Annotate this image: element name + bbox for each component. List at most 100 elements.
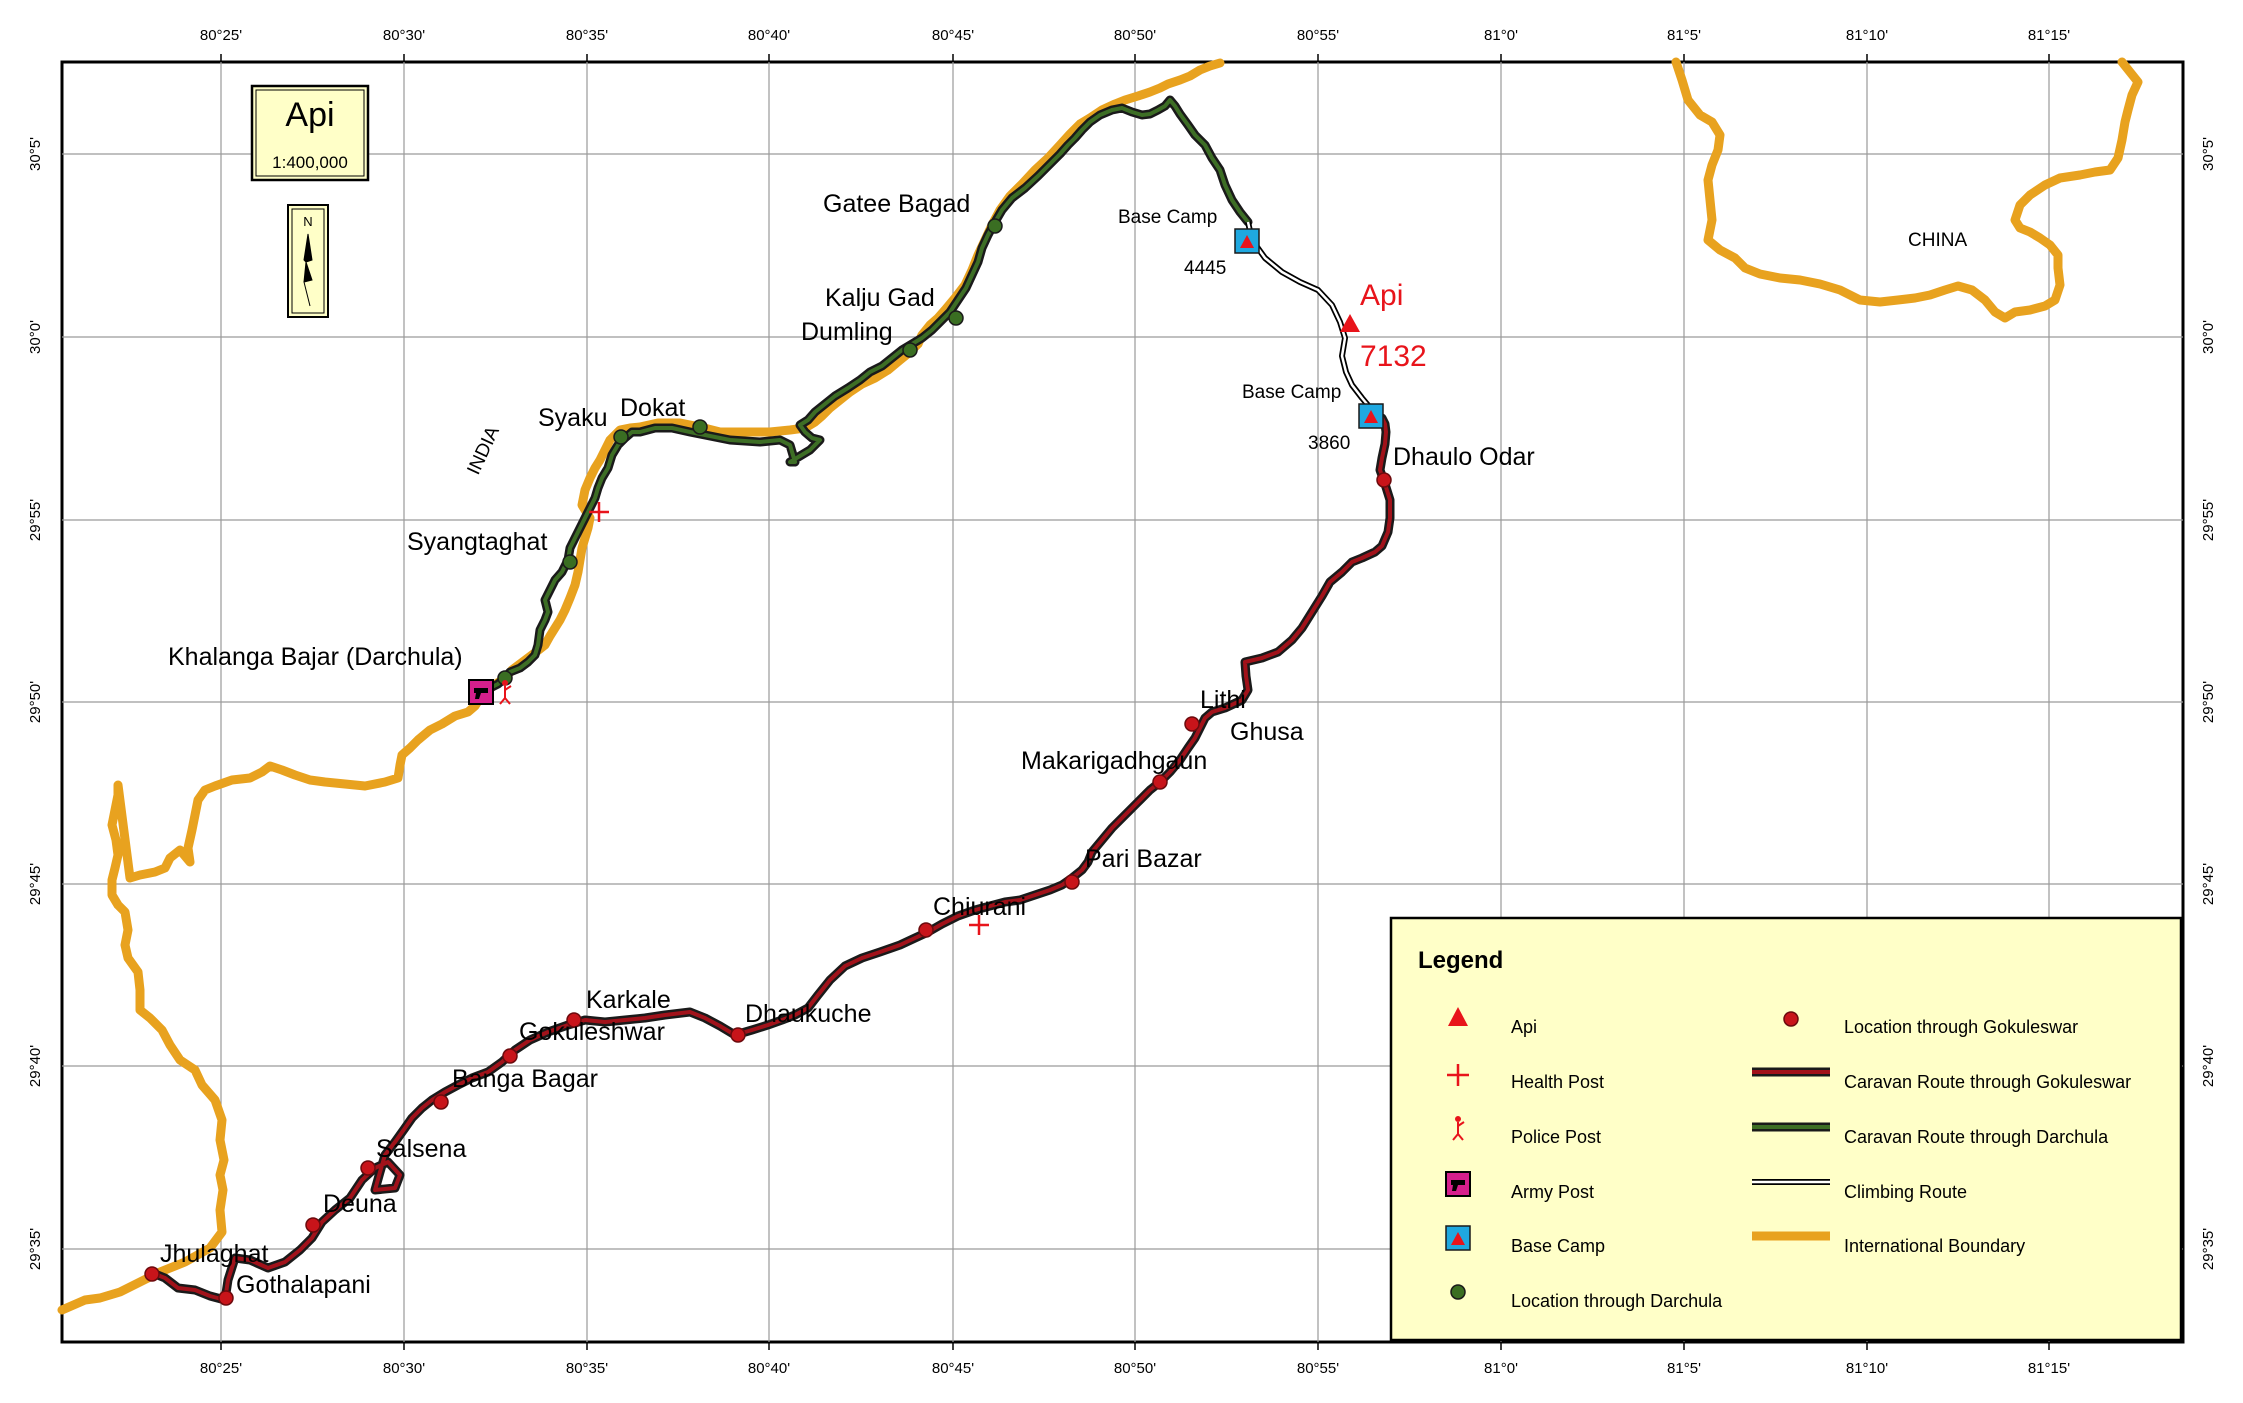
triangle-icon	[1448, 1007, 1468, 1026]
north-arrow: N	[287, 204, 329, 318]
base-camp-2	[1358, 403, 1384, 429]
lon-label: 81°15'	[2028, 27, 2070, 44]
latitude-labels-left: 30°5' 30°0' 29°55' 29°50' 29°45' 29°40' …	[27, 137, 44, 1270]
army-icon	[1445, 1171, 1471, 1197]
cross-icon	[1447, 1064, 1469, 1086]
lon-label: 80°35'	[566, 1360, 608, 1377]
lon-label: 80°25'	[200, 1360, 242, 1377]
red-dot-icon	[1376, 472, 1392, 488]
longitude-labels-bottom: 80°25' 80°30' 80°35' 80°40' 80°45' 80°50…	[200, 1360, 2070, 1377]
police-icon	[1452, 1116, 1465, 1141]
camp-icon	[1445, 1225, 1471, 1251]
place-label: Banga Bagar	[452, 1065, 598, 1093]
legend-item-label: Api	[1511, 1017, 1537, 1037]
red-dot-icon	[730, 1027, 746, 1043]
lat-label: 29°35'	[2200, 1228, 2217, 1270]
cross-icon	[589, 502, 609, 522]
place-label: Salsena	[376, 1135, 466, 1163]
lon-label: 81°5'	[1667, 1360, 1701, 1377]
place-label: Pari Bazar	[1085, 845, 1202, 873]
place-labels: Gatee Bagad Kalju Gad Dumling Syaku Doka…	[160, 190, 1535, 1299]
lon-label: 80°30'	[383, 27, 425, 44]
green-dot-icon	[1450, 1284, 1466, 1300]
legend-item-label: Health Post	[1511, 1072, 1604, 1092]
lon-label: 81°0'	[1484, 27, 1518, 44]
legend-item-label: Caravan Route through Darchula	[1844, 1127, 2109, 1147]
red-dot-icon	[1783, 1011, 1799, 1027]
base-camp-1	[1234, 228, 1260, 254]
red-dot-icon	[1152, 774, 1168, 790]
place-label: Kalju Gad	[825, 284, 935, 312]
green-dot-icon	[692, 419, 708, 435]
red-dot-icon	[566, 1012, 582, 1028]
place-label: Gothalapani	[236, 1271, 371, 1299]
lon-label: 80°25'	[200, 27, 242, 44]
place-label: Dhaulo Odar	[1393, 443, 1535, 471]
lat-label: 29°55'	[2200, 499, 2217, 541]
lat-label: 30°5'	[2200, 137, 2217, 171]
red-dot-icon	[1184, 716, 1200, 732]
red-dot-icon	[305, 1217, 321, 1233]
lon-label: 80°55'	[1297, 1360, 1339, 1377]
lat-label: 29°40'	[27, 1045, 44, 1087]
map-title: Api	[285, 96, 334, 134]
lat-label: 29°35'	[27, 1228, 44, 1270]
place-label: Makarigadhgaun	[1021, 747, 1207, 775]
legend-item-label: Location through Gokuleswar	[1844, 1017, 2078, 1037]
map-scale: 1:400,000	[272, 153, 348, 172]
lat-label: 29°45'	[27, 863, 44, 905]
lon-label: 80°40'	[748, 27, 790, 44]
green-dot-icon	[987, 218, 1003, 234]
green-dot-icon	[948, 310, 964, 326]
place-label: Deuna	[323, 1190, 397, 1218]
lon-label: 80°40'	[748, 1360, 790, 1377]
red-dot-icon	[433, 1094, 449, 1110]
base-camp-elevation: 4445	[1184, 258, 1226, 279]
peak-elevation: 7132	[1360, 340, 1427, 373]
lon-label: 80°45'	[932, 1360, 974, 1377]
lon-label: 80°45'	[932, 27, 974, 44]
lon-label: 81°5'	[1667, 27, 1701, 44]
red-dot-icon	[502, 1048, 518, 1064]
legend-item-label: Police Post	[1511, 1127, 1601, 1147]
frame-ticks	[220, 54, 2050, 1350]
base-camp-label: Base Camp	[1242, 382, 1341, 403]
place-label: Gokuleshwar	[519, 1018, 665, 1046]
lon-label: 80°55'	[1297, 27, 1339, 44]
red-dot-icon	[144, 1266, 160, 1282]
boundary-nepal-china	[1671, 57, 2143, 323]
lat-label: 30°5'	[27, 137, 44, 171]
legend-item-label: Caravan Route through Gokuleswar	[1844, 1072, 2131, 1092]
lon-label: 80°30'	[383, 1360, 425, 1377]
place-label: Syangtaghat	[407, 528, 547, 556]
base-camp-elevation: 3860	[1308, 433, 1350, 454]
place-label: Khalanga Bajar (Darchula)	[168, 643, 463, 671]
red-dot-icon	[218, 1290, 234, 1306]
title-box: Api 1:400,000	[250, 84, 370, 182]
place-label: Lithi	[1200, 686, 1246, 714]
climbing-route	[1245, 221, 1384, 421]
police-icon	[499, 680, 512, 705]
place-label: Dhaukuche	[745, 1000, 871, 1028]
army-post	[468, 679, 494, 705]
lat-label: 29°50'	[2200, 681, 2217, 723]
green-dot-icon	[562, 554, 578, 570]
lat-label: 30°0'	[27, 320, 44, 354]
red-dot-icon	[1064, 874, 1080, 890]
health-posts	[589, 502, 989, 935]
green-dot-icon	[902, 342, 918, 358]
lon-label: 81°0'	[1484, 1360, 1518, 1377]
lat-label: 29°40'	[2200, 1045, 2217, 1087]
red-dot-icon	[918, 922, 934, 938]
legend-item-label: Location through Darchula	[1511, 1291, 1723, 1311]
api-peak: Api 7132	[1340, 279, 1427, 373]
lat-label: 30°0'	[2200, 320, 2217, 354]
legend-item-label: Base Camp	[1511, 1236, 1605, 1256]
place-label: Dokat	[620, 394, 685, 422]
lon-label: 80°35'	[566, 27, 608, 44]
base-camp-label: Base Camp	[1118, 207, 1217, 228]
place-label: Chiurani	[933, 893, 1026, 921]
place-label: Ghusa	[1230, 718, 1304, 746]
lon-label: 80°50'	[1114, 27, 1156, 44]
region-china: CHINA	[1908, 230, 1967, 251]
